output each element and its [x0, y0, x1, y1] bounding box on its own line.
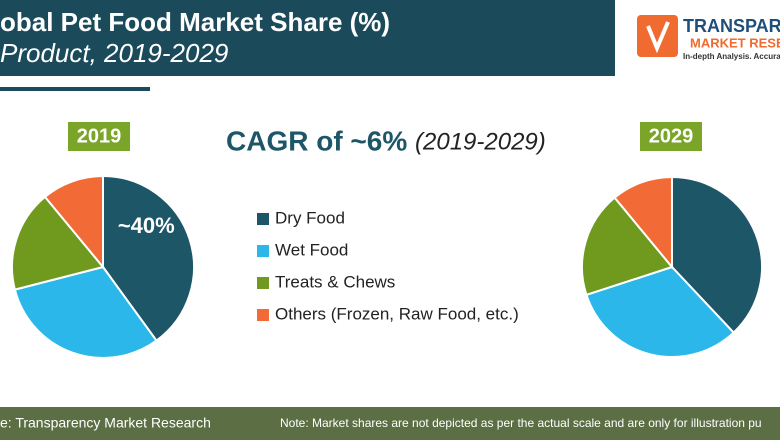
year-label: 2029: [649, 125, 694, 147]
legend-label: Dry Food: [275, 208, 345, 227]
cagr-text: CAGR of ~6%: [226, 125, 407, 156]
legend-swatch: [257, 309, 269, 321]
header-rule: [0, 87, 150, 91]
footer-source: e: Transparency Market Research: [0, 415, 211, 431]
cagr-period: (2019-2029): [415, 128, 546, 155]
year-label: 2019: [77, 125, 122, 147]
logo-glyph: [646, 21, 670, 54]
logo-name: TRANSPARE: [683, 16, 780, 36]
footer-note: Note: Market shares are not depicted as …: [280, 416, 762, 430]
year-badge: [640, 122, 702, 151]
legend-label: Treats & Chews: [275, 272, 395, 291]
legend-label: Wet Food: [275, 240, 348, 259]
logo-sub: MARKET RESEARCH: [690, 35, 780, 50]
legend-swatch: [257, 213, 269, 225]
year-badge: [68, 122, 130, 151]
pie-slice: [13, 265, 158, 359]
pie-slice: [585, 265, 736, 358]
pie-slice: [671, 175, 763, 335]
header-title: obal Pet Food Market Share (%): [0, 7, 390, 37]
pie-slice: [11, 195, 105, 291]
pie-slice: [581, 196, 674, 297]
header-subtitle: Product, 2019-2029: [0, 38, 228, 68]
value-label: ~40%: [118, 213, 175, 238]
pie-slice: [102, 174, 195, 343]
legend-swatch: [257, 277, 269, 289]
legend-swatch: [257, 245, 269, 257]
logo-tagline: In-depth Analysis. Accurate: [683, 52, 780, 61]
pie-slice: [43, 174, 104, 270]
header-band: [0, 0, 615, 76]
pie-slice: [613, 175, 673, 270]
footer-band: [0, 407, 780, 440]
legend-label: Others (Frozen, Raw Food, etc.): [275, 304, 519, 323]
